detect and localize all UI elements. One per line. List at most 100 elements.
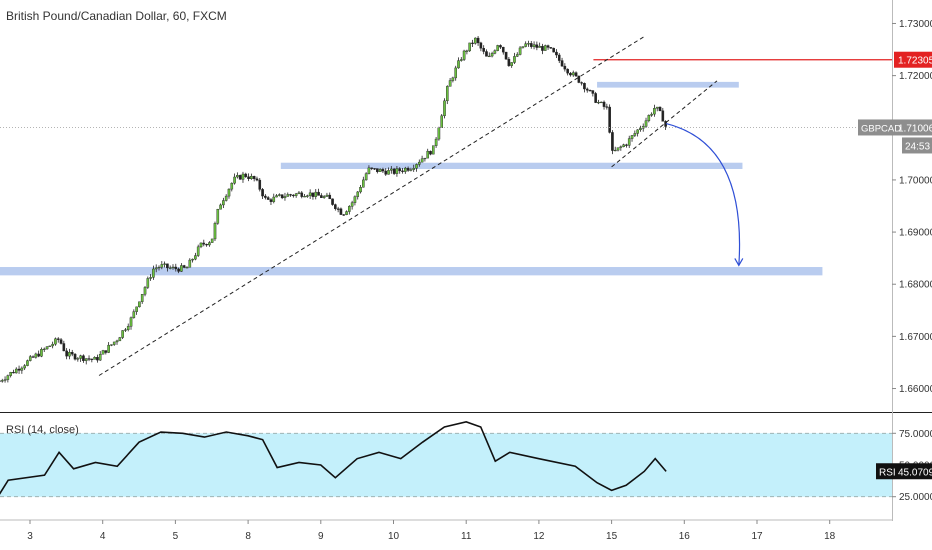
candle-body bbox=[521, 46, 525, 49]
candle-body bbox=[132, 311, 136, 318]
candle-body bbox=[653, 108, 656, 115]
candle-body bbox=[574, 72, 578, 77]
projection-arrowhead bbox=[734, 258, 744, 267]
candle-body bbox=[250, 175, 253, 180]
candle-body bbox=[594, 93, 597, 103]
candle-body bbox=[395, 168, 399, 174]
rsi-current-badge bbox=[876, 463, 932, 480]
candle-body bbox=[490, 53, 494, 57]
candle-body bbox=[320, 195, 323, 198]
candle-body bbox=[546, 45, 550, 48]
candle-body bbox=[398, 168, 402, 172]
candle-body bbox=[515, 54, 519, 57]
candle-body bbox=[230, 182, 234, 190]
time-tick-label: 15 bbox=[606, 531, 618, 542]
candle-body bbox=[216, 209, 220, 224]
candle-body bbox=[328, 194, 332, 200]
candle-body bbox=[650, 113, 653, 116]
candle-body bbox=[529, 43, 533, 47]
projection-arrow bbox=[665, 123, 741, 266]
candle-body bbox=[261, 189, 264, 197]
candle-body bbox=[163, 263, 166, 265]
candle-body bbox=[566, 68, 569, 74]
candle-body bbox=[496, 45, 499, 51]
candle-body bbox=[68, 352, 71, 357]
candle-body bbox=[70, 352, 74, 355]
candle-body bbox=[440, 115, 444, 128]
candle-body bbox=[126, 326, 130, 330]
rsi-tick-label: 25.0000 bbox=[899, 492, 932, 503]
candle-body bbox=[543, 45, 547, 51]
candle-body bbox=[473, 37, 477, 44]
candle-body bbox=[336, 208, 340, 210]
candle-body bbox=[334, 204, 337, 209]
candle-body bbox=[20, 367, 24, 371]
candle-body bbox=[87, 358, 91, 360]
candle-body bbox=[437, 127, 441, 140]
candle-body bbox=[633, 133, 637, 136]
time-tick-label: 11 bbox=[461, 531, 472, 542]
candle-body bbox=[571, 72, 575, 76]
candle-body bbox=[485, 51, 488, 57]
candle-body bbox=[454, 67, 457, 79]
candle-body bbox=[236, 175, 239, 178]
candle-body bbox=[364, 173, 368, 181]
candle-body bbox=[300, 192, 304, 197]
candle-body bbox=[381, 169, 385, 172]
candle-body bbox=[420, 158, 424, 163]
candle-body bbox=[62, 343, 66, 352]
red-level-badge bbox=[894, 51, 932, 68]
candle-body bbox=[219, 204, 222, 210]
candle-body bbox=[241, 173, 245, 180]
candle-body bbox=[518, 47, 522, 55]
candle-body bbox=[306, 195, 309, 197]
candle-body bbox=[180, 265, 183, 272]
candle-body bbox=[434, 138, 438, 146]
candle-body bbox=[412, 168, 416, 170]
candle-body bbox=[233, 176, 236, 184]
candle-body bbox=[608, 106, 611, 133]
candle-body bbox=[14, 368, 18, 374]
candle-body bbox=[294, 193, 298, 196]
candle-body bbox=[157, 266, 161, 269]
candle-body bbox=[451, 77, 455, 81]
candle-body bbox=[34, 353, 38, 358]
red-level-label: 1.72305 bbox=[898, 56, 932, 67]
price-tick-label: 1.68000 bbox=[899, 280, 932, 291]
candle-body bbox=[499, 45, 502, 48]
candle-body bbox=[406, 167, 410, 171]
candle-body bbox=[384, 170, 388, 175]
candle-body bbox=[577, 75, 581, 83]
candle-body bbox=[118, 337, 122, 342]
candle-body bbox=[51, 343, 54, 347]
candle-body bbox=[79, 355, 82, 359]
candle-body bbox=[199, 242, 203, 248]
time-tick-label: 3 bbox=[27, 531, 33, 542]
candle-body bbox=[269, 199, 273, 202]
candle-body bbox=[493, 50, 497, 54]
candle-body bbox=[376, 168, 379, 172]
candle-body bbox=[40, 349, 43, 357]
time-tick-label: 16 bbox=[679, 531, 691, 542]
candle-body bbox=[0, 380, 1, 382]
candle-body bbox=[501, 46, 505, 53]
candle-body bbox=[98, 354, 102, 361]
support-zone-1 bbox=[597, 81, 739, 88]
candle-body bbox=[238, 175, 242, 180]
candle-body bbox=[613, 149, 617, 152]
candle-body bbox=[168, 267, 172, 269]
candle-body bbox=[93, 357, 96, 360]
candle-body bbox=[658, 106, 662, 112]
candle-body bbox=[222, 200, 225, 206]
candle-body bbox=[390, 168, 393, 171]
candle-body bbox=[90, 358, 94, 360]
candle-body bbox=[348, 206, 351, 212]
rsi-layer bbox=[0, 421, 667, 495]
candle-body bbox=[401, 170, 404, 172]
candle-body bbox=[317, 191, 320, 196]
candle-body bbox=[258, 179, 262, 190]
candle-body bbox=[264, 195, 267, 198]
candle-body bbox=[3, 379, 7, 381]
time-tick-label: 12 bbox=[533, 531, 545, 542]
